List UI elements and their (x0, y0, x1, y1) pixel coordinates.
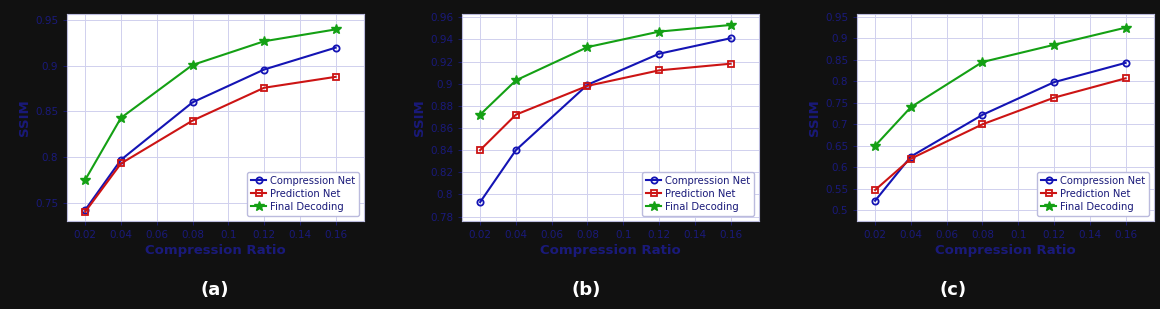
X-axis label: Compression Ratio: Compression Ratio (541, 244, 681, 257)
X-axis label: Compression Ratio: Compression Ratio (935, 244, 1076, 257)
Compression Net (328, 46, 342, 49)
Prediction Net (509, 113, 523, 116)
Y-axis label: SSIM: SSIM (17, 99, 31, 136)
Prediction Net (186, 119, 200, 122)
Final Decoding (976, 60, 989, 64)
Final Decoding (652, 30, 666, 33)
Compression Net (509, 148, 523, 152)
Final Decoding (509, 78, 523, 82)
Line: Final Decoding: Final Decoding (80, 24, 341, 185)
Final Decoding (1047, 43, 1061, 47)
Line: Final Decoding: Final Decoding (474, 20, 735, 120)
Final Decoding (1118, 26, 1132, 29)
Y-axis label: SSIM: SSIM (413, 99, 426, 136)
Prediction Net (114, 162, 128, 165)
Text: (b): (b) (571, 281, 601, 299)
Legend: Compression Net, Prediction Net, Final Decoding: Compression Net, Prediction Net, Final D… (247, 172, 360, 216)
Compression Net (186, 100, 200, 104)
Compression Net (580, 83, 594, 87)
Compression Net (473, 200, 487, 204)
Prediction Net (258, 86, 271, 90)
Prediction Net (652, 69, 666, 72)
Prediction Net (724, 62, 738, 66)
Final Decoding (328, 28, 342, 31)
X-axis label: Compression Ratio: Compression Ratio (145, 244, 287, 257)
Line: Compression Net: Compression Net (477, 35, 734, 205)
Final Decoding (473, 113, 487, 116)
Legend: Compression Net, Prediction Net, Final Decoding: Compression Net, Prediction Net, Final D… (1037, 172, 1150, 216)
Prediction Net (78, 210, 92, 214)
Prediction Net (473, 148, 487, 152)
Compression Net (1047, 80, 1061, 84)
Line: Prediction Net: Prediction Net (872, 75, 1129, 193)
Compression Net (652, 52, 666, 56)
Final Decoding (724, 23, 738, 27)
Compression Net (114, 158, 128, 162)
Y-axis label: SSIM: SSIM (807, 99, 821, 136)
Line: Final Decoding: Final Decoding (870, 23, 1131, 151)
Text: (c): (c) (940, 281, 967, 299)
Prediction Net (580, 84, 594, 88)
Prediction Net (1047, 96, 1061, 99)
Final Decoding (580, 45, 594, 49)
Prediction Net (868, 188, 882, 192)
Line: Compression Net: Compression Net (872, 60, 1129, 204)
Legend: Compression Net, Prediction Net, Final Decoding: Compression Net, Prediction Net, Final D… (643, 172, 754, 216)
Compression Net (724, 36, 738, 40)
Compression Net (904, 154, 918, 158)
Final Decoding (868, 144, 882, 148)
Final Decoding (258, 40, 271, 43)
Compression Net (868, 199, 882, 203)
Prediction Net (904, 157, 918, 160)
Line: Compression Net: Compression Net (82, 44, 339, 213)
Line: Prediction Net: Prediction Net (82, 74, 339, 215)
Compression Net (976, 113, 989, 117)
Text: (a): (a) (201, 281, 229, 299)
Final Decoding (904, 105, 918, 109)
Prediction Net (328, 75, 342, 79)
Line: Prediction Net: Prediction Net (477, 61, 734, 153)
Compression Net (78, 208, 92, 212)
Final Decoding (78, 178, 92, 182)
Prediction Net (976, 122, 989, 126)
Final Decoding (186, 63, 200, 67)
Compression Net (258, 68, 271, 71)
Compression Net (1118, 61, 1132, 65)
Prediction Net (1118, 77, 1132, 80)
Final Decoding (114, 116, 128, 120)
